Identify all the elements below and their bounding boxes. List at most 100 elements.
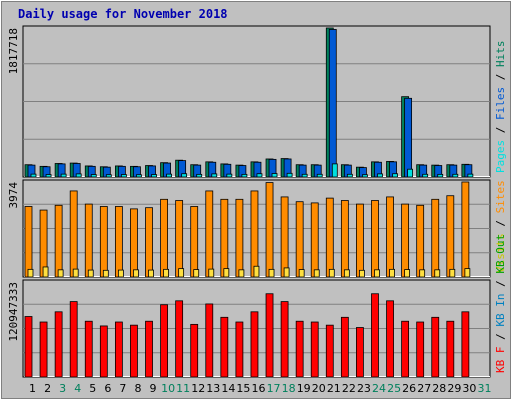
- legend-entry: /: [494, 120, 507, 140]
- bar-kbytes-kb-f-28: [431, 316, 440, 378]
- bar-sites-visits-sites-27: [416, 204, 425, 278]
- legend-entry: Sites: [494, 180, 507, 213]
- bar-hits-files-pages-files-21: [328, 29, 337, 178]
- bar-kbytes-kb-f-3: [54, 311, 63, 378]
- bar-sites-visits-visits-3: [57, 269, 64, 278]
- bar-sites-visits-visits-23: [359, 269, 365, 278]
- bar-hits-files-pages-pages-21: [331, 163, 338, 178]
- bar-hits-files-pages-pages-6: [105, 174, 112, 178]
- day-label-3: 3: [59, 382, 66, 395]
- bar-kbytes-kb-f-25: [386, 300, 394, 378]
- ymax-label: 3974: [7, 182, 20, 209]
- bar-sites-visits-visits-26: [404, 269, 411, 278]
- bar-sites-visits-sites-4: [69, 190, 78, 278]
- bar-kbytes-kb-f-1: [24, 316, 33, 378]
- bar-sites-visits-visits-2: [42, 266, 49, 278]
- legend-entry: Hits: [494, 41, 507, 68]
- legend-entry: Visits: [494, 233, 507, 273]
- bar-kbytes-kb-f-12: [190, 323, 199, 378]
- bar-hits-files-pages-pages-13: [211, 173, 218, 178]
- bar-sites-visits-visits-16: [253, 265, 260, 278]
- bar-sites-visits-sites-14: [220, 198, 229, 278]
- day-label-22: 22: [342, 382, 356, 395]
- bar-hits-files-pages-pages-9: [151, 174, 157, 178]
- day-label-30: 30: [462, 382, 476, 395]
- day-label-15: 15: [236, 382, 250, 395]
- bar-sites-visits-visits-4: [72, 268, 79, 278]
- bar-kbytes-kb-f-13: [205, 303, 214, 378]
- bar-hits-files-pages-pages-23: [362, 174, 368, 178]
- bar-kbytes-kb-f-2: [39, 321, 48, 378]
- bar-sites-visits-sites-30: [461, 181, 470, 278]
- day-label-8: 8: [134, 382, 141, 395]
- bar-sites-visits-visits-11: [178, 268, 185, 278]
- bar-kbytes-kb-f-9: [145, 320, 153, 378]
- bar-hits-files-pages-pages-10: [166, 173, 172, 178]
- day-label-1: 1: [29, 382, 36, 395]
- day-label-13: 13: [206, 382, 220, 395]
- day-label-23: 23: [357, 382, 371, 395]
- legend-entry: /: [494, 213, 507, 233]
- bar-hits-files-pages-pages-28: [437, 173, 444, 178]
- bar-sites-visits-visits-24: [374, 269, 380, 278]
- bar-sites-visits-visits-9: [148, 269, 154, 278]
- bar-sites-visits-visits-10: [163, 268, 169, 278]
- chart-title: Daily usage for November 2018: [18, 7, 228, 21]
- bar-sites-visits-sites-21: [325, 197, 334, 278]
- bar-kbytes-kb-f-7: [114, 321, 123, 378]
- bar-kbytes-kb-f-26: [401, 320, 410, 378]
- day-label-4: 4: [74, 382, 81, 395]
- bar-hits-files-pages-pages-7: [120, 174, 127, 178]
- bar-sites-visits-visits-1: [27, 268, 34, 278]
- bar-hits-files-pages-pages-16: [256, 173, 263, 178]
- bar-sites-visits-sites-11: [175, 200, 184, 278]
- bar-sites-visits-sites-9: [145, 207, 153, 278]
- bar-hits-files-pages-files-26: [404, 97, 413, 178]
- bar-sites-visits-visits-17: [268, 268, 275, 278]
- bar-hits-files-pages-pages-3: [60, 173, 67, 178]
- bar-sites-visits-visits-27: [419, 269, 426, 278]
- bar-kbytes-kb-f-30: [461, 311, 470, 378]
- bar-sites-visits-sites-6: [99, 206, 108, 278]
- bar-hits-files-pages-pages-17: [271, 173, 278, 178]
- bar-sites-visits-visits-8: [133, 269, 139, 278]
- legend-entry: Files: [494, 87, 507, 120]
- bar-hits-files-pages-pages-15: [241, 173, 248, 178]
- bar-kbytes-kb-f-16: [250, 311, 259, 378]
- bar-sites-visits-sites-3: [54, 204, 63, 278]
- legend-entry: KB F: [494, 347, 507, 374]
- day-label-6: 6: [104, 382, 111, 395]
- bar-sites-visits-sites-18: [280, 196, 289, 278]
- bar-sites-visits-visits-6: [102, 269, 109, 278]
- bar-sites-visits-visits-19: [298, 269, 305, 278]
- bar-kbytes-kb-f-6: [99, 325, 108, 378]
- bar-sites-visits-visits-5: [87, 269, 94, 278]
- bar-sites-visits-sites-17: [265, 182, 274, 278]
- bar-sites-visits-sites-5: [84, 203, 93, 278]
- bar-sites-visits-sites-12: [190, 206, 199, 278]
- bar-kbytes-kb-f-23: [356, 327, 364, 378]
- bar-hits-files-pages-pages-5: [90, 174, 97, 178]
- bar-sites-visits-sites-1: [24, 206, 33, 278]
- bar-kbytes-kb-f-8: [130, 324, 138, 378]
- day-label-14: 14: [221, 382, 235, 395]
- day-label-20: 20: [312, 382, 326, 395]
- bar-sites-visits-sites-8: [130, 208, 138, 278]
- bar-kbytes-kb-f-20: [310, 321, 319, 378]
- day-label-10: 10: [161, 382, 175, 395]
- bar-hits-files-pages-pages-24: [377, 173, 383, 178]
- bar-sites-visits-visits-12: [193, 269, 200, 278]
- day-label-5: 5: [89, 382, 96, 395]
- bar-hits-files-pages-pages-26: [407, 168, 414, 178]
- bar-sites-visits-sites-16: [250, 190, 259, 278]
- bar-sites-visits-sites-13: [205, 190, 214, 278]
- day-label-9: 9: [150, 382, 157, 395]
- bar-hits-files-pages-pages-2: [45, 174, 52, 178]
- legend-entry: /: [494, 327, 507, 347]
- day-label-24: 24: [372, 382, 386, 395]
- bar-hits-files-pages-pages-27: [422, 173, 429, 178]
- bar-sites-visits-sites-25: [386, 196, 394, 278]
